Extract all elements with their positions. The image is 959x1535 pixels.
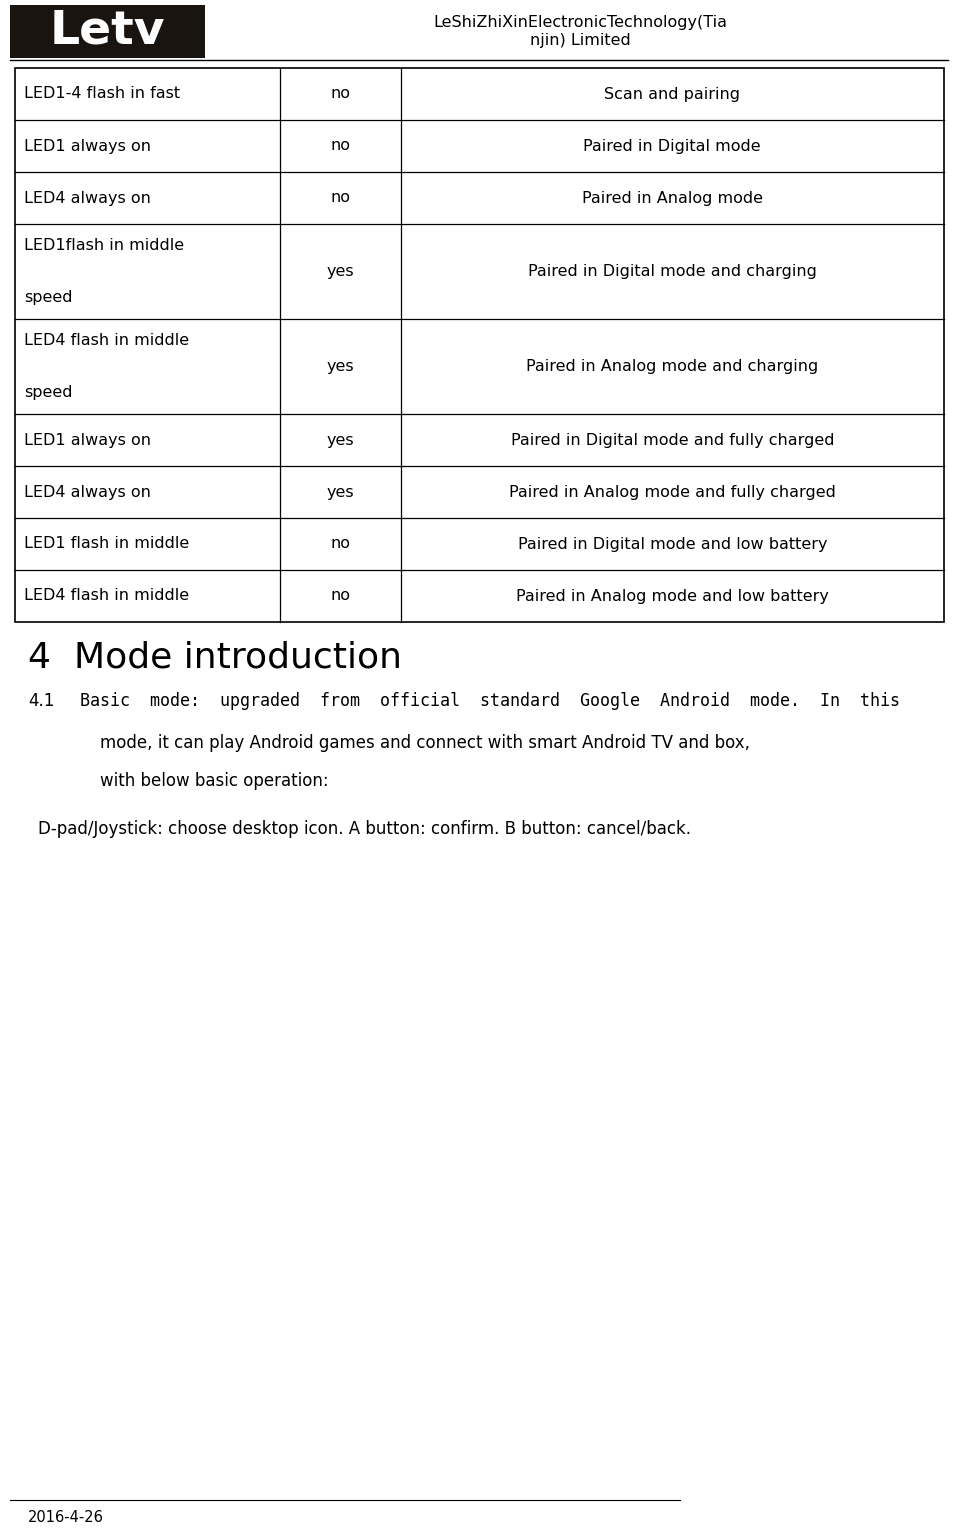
Text: yes: yes — [326, 433, 354, 448]
Text: Paired in Analog mode and fully charged: Paired in Analog mode and fully charged — [509, 485, 835, 499]
Text: Paired in Analog mode: Paired in Analog mode — [582, 190, 762, 206]
Text: with below basic operation:: with below basic operation: — [100, 772, 329, 791]
Text: Scan and pairing: Scan and pairing — [604, 86, 740, 101]
Text: LED4 always on: LED4 always on — [24, 485, 151, 499]
Text: LED1 always on: LED1 always on — [24, 138, 151, 154]
Text: 2016-4-26: 2016-4-26 — [28, 1510, 104, 1524]
Text: no: no — [330, 190, 350, 206]
Text: LED4 always on: LED4 always on — [24, 190, 151, 206]
Text: LeShiZhiXinElectronicTechnology(Tia
njin) Limited: LeShiZhiXinElectronicTechnology(Tia njin… — [433, 15, 727, 48]
Text: Paired in Digital mode and low battery: Paired in Digital mode and low battery — [518, 537, 827, 551]
Text: no: no — [330, 537, 350, 551]
Text: yes: yes — [326, 264, 354, 279]
Text: yes: yes — [326, 359, 354, 375]
Text: Paired in Digital mode: Paired in Digital mode — [583, 138, 761, 154]
Text: LED1 flash in middle: LED1 flash in middle — [24, 537, 189, 551]
Text: speed: speed — [24, 385, 73, 401]
Text: no: no — [330, 86, 350, 101]
Text: LED1flash in middle: LED1flash in middle — [24, 238, 184, 253]
Text: yes: yes — [326, 485, 354, 499]
Text: 4  Mode introduction: 4 Mode introduction — [28, 640, 402, 674]
Text: LED1-4 flash in fast: LED1-4 flash in fast — [24, 86, 180, 101]
Text: no: no — [330, 138, 350, 154]
Text: Paired in Analog mode and charging: Paired in Analog mode and charging — [526, 359, 818, 375]
Text: Basic  mode:  upgraded  from  official  standard  Google  Android  mode.  In  th: Basic mode: upgraded from official stand… — [80, 692, 900, 711]
Text: LED1 always on: LED1 always on — [24, 433, 151, 448]
Text: Paired in Digital mode and charging: Paired in Digital mode and charging — [527, 264, 817, 279]
Bar — [10, 5, 205, 58]
Text: LED4 flash in middle: LED4 flash in middle — [24, 588, 189, 603]
Text: mode, it can play Android games and connect with smart Android TV and box,: mode, it can play Android games and conn… — [100, 734, 750, 752]
Text: Paired in Digital mode and fully charged: Paired in Digital mode and fully charged — [510, 433, 834, 448]
Text: D-pad/Joystick: choose desktop icon. A button: confirm. B button: cancel/back.: D-pad/Joystick: choose desktop icon. A b… — [38, 820, 691, 838]
Text: Letv: Letv — [50, 9, 165, 54]
Bar — [15, 68, 944, 622]
Text: Paired in Analog mode and low battery: Paired in Analog mode and low battery — [516, 588, 829, 603]
Text: no: no — [330, 588, 350, 603]
Text: 4.1: 4.1 — [28, 692, 55, 711]
Text: LED4 flash in middle: LED4 flash in middle — [24, 333, 189, 348]
Text: speed: speed — [24, 290, 73, 305]
